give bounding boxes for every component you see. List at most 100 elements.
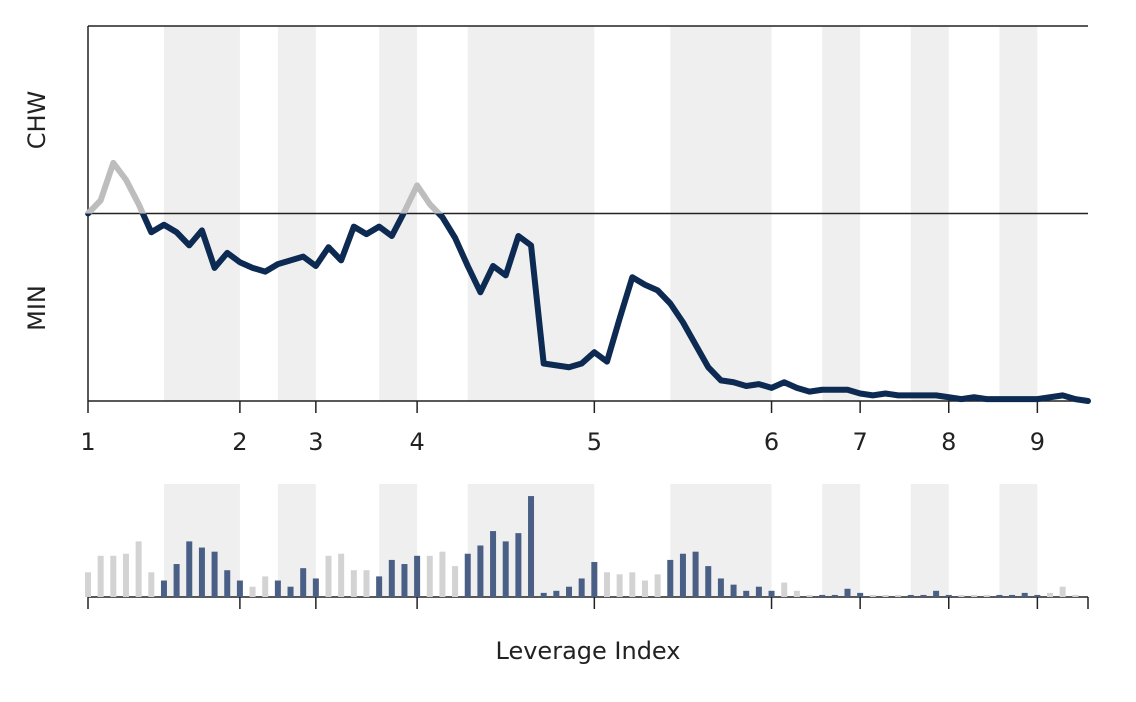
- bar: [819, 594, 826, 597]
- bar: [667, 559, 674, 597]
- bar: [869, 594, 876, 597]
- bar: [236, 580, 243, 597]
- bar: [426, 555, 433, 597]
- bands: [163, 26, 1038, 597]
- x-tick-label: 8: [941, 428, 956, 456]
- bar: [907, 594, 914, 597]
- bar: [679, 553, 686, 597]
- bar: [211, 551, 218, 597]
- bar: [85, 572, 91, 597]
- marks: [85, 159, 1091, 597]
- bar: [388, 559, 395, 597]
- bar: [844, 588, 851, 597]
- upper-label: CHW: [23, 91, 51, 150]
- bar: [857, 592, 864, 597]
- bar: [122, 553, 129, 597]
- bar: [895, 594, 902, 597]
- bar: [300, 568, 307, 597]
- bar: [831, 594, 838, 597]
- bar: [945, 594, 952, 597]
- bar: [148, 572, 155, 597]
- bar: [135, 541, 142, 597]
- x-tick-label: 6: [764, 428, 779, 456]
- bar: [1009, 594, 1016, 597]
- bar: [730, 584, 737, 597]
- bar: [249, 586, 256, 597]
- band: [999, 484, 1038, 597]
- band: [910, 484, 949, 597]
- bar: [439, 551, 446, 597]
- bar: [1047, 592, 1054, 597]
- x-tick-label: 3: [308, 428, 323, 456]
- x-tick-label: 2: [232, 428, 247, 456]
- bar: [173, 564, 180, 597]
- bar: [502, 541, 509, 597]
- bar: [452, 566, 459, 597]
- bar: [110, 555, 117, 597]
- bar: [566, 586, 573, 597]
- band: [822, 484, 861, 597]
- bar: [160, 580, 167, 597]
- bar: [654, 574, 661, 597]
- x-axis-label: Leverage Index: [496, 637, 681, 665]
- bar: [755, 586, 762, 597]
- bar: [262, 576, 269, 597]
- lower-label: MIN: [23, 285, 51, 331]
- bar: [97, 555, 104, 597]
- bar: [287, 586, 294, 597]
- bar: [528, 496, 535, 597]
- bar: [578, 578, 585, 597]
- bar: [540, 592, 547, 597]
- bar: [1021, 592, 1028, 597]
- bar: [338, 553, 345, 597]
- bar: [1072, 594, 1079, 597]
- bar: [971, 594, 978, 597]
- bar: [414, 555, 421, 597]
- x-tick-label: 9: [1030, 428, 1045, 456]
- bar: [641, 580, 648, 597]
- bar: [312, 578, 319, 597]
- bar: [376, 576, 383, 597]
- bar: [553, 590, 560, 597]
- x-tick-label: 5: [587, 428, 602, 456]
- bar: [717, 578, 724, 597]
- bar: [274, 580, 281, 597]
- bar: [401, 564, 408, 597]
- bar: [198, 547, 205, 597]
- bar: [1059, 586, 1066, 597]
- bar: [781, 582, 788, 597]
- x-tick-label: 7: [853, 428, 868, 456]
- bar: [603, 572, 610, 597]
- x-tick-label: 1: [80, 428, 95, 456]
- bar: [477, 545, 484, 597]
- bar: [186, 541, 193, 597]
- line: [85, 159, 1091, 404]
- bar: [692, 551, 699, 597]
- bar: [958, 594, 965, 597]
- bar: [768, 590, 775, 597]
- band: [277, 484, 316, 597]
- bar: [224, 570, 231, 597]
- bar: [933, 590, 940, 597]
- bar: [920, 594, 927, 597]
- bar: [743, 590, 750, 597]
- bar: [464, 553, 471, 597]
- bar: [629, 572, 636, 597]
- bar: [882, 594, 889, 597]
- bar: [983, 594, 990, 597]
- band: [670, 484, 772, 597]
- bar: [363, 570, 370, 597]
- bar: [806, 594, 813, 597]
- bar: [350, 570, 357, 597]
- band: [379, 484, 418, 597]
- bar: [325, 555, 332, 597]
- bar: [996, 594, 1003, 597]
- bar: [616, 574, 623, 597]
- bar: [705, 566, 712, 597]
- bar: [591, 561, 598, 597]
- x-tick-label: 4: [409, 428, 424, 456]
- bar: [1034, 594, 1041, 597]
- bar: [490, 531, 497, 597]
